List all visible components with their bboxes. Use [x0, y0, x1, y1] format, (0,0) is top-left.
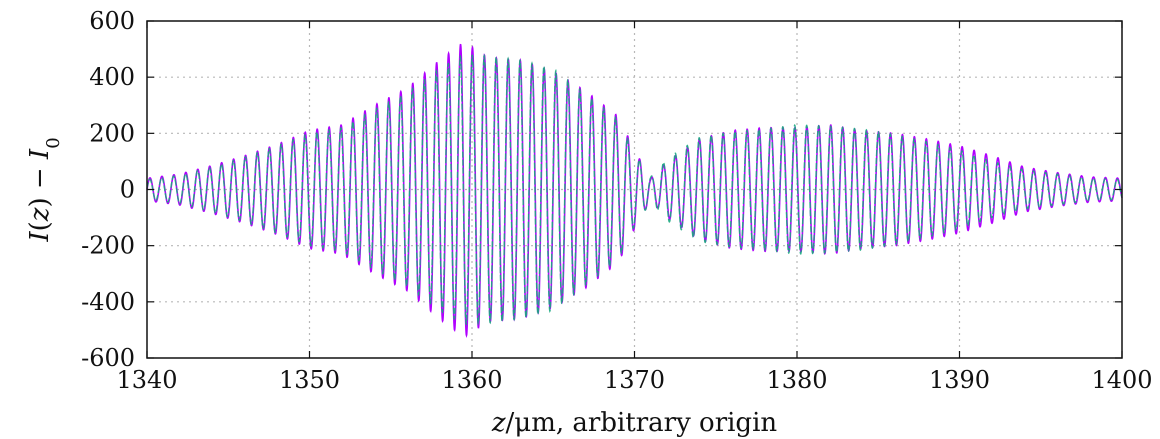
- y-tick-label: 0: [120, 176, 135, 204]
- x-tick-label: 1390: [929, 366, 990, 394]
- x-tick-label: 1380: [766, 366, 827, 394]
- y-title-i: I: [25, 231, 55, 243]
- series-line-2: [146, 53, 1123, 326]
- y-title-open: (: [25, 221, 55, 231]
- x-tick-label: 1370: [604, 366, 665, 394]
- y-tick-label: 200: [89, 119, 135, 147]
- x-axis-title-var: z: [491, 408, 506, 438]
- y-title-i0: I: [25, 148, 55, 160]
- y-tick-label: -400: [81, 288, 135, 316]
- x-tick-label: 1340: [116, 366, 177, 394]
- x-tick-label: 1360: [441, 366, 502, 394]
- y-tick-label: 600: [89, 7, 135, 35]
- x-tick-label: 1400: [1091, 366, 1152, 394]
- tick-layer: 1340 1350 1360 1370 1380 1390 1400 600 400 200 0 -2…: [81, 7, 1152, 394]
- series-layer: [146, 43, 1123, 338]
- y-title-sub: 0: [43, 137, 64, 148]
- y-title-minus: ) −: [25, 159, 55, 207]
- grid-layer: [147, 21, 1122, 358]
- x-axis-title-rest: /μm, arbitrary origin: [506, 408, 778, 438]
- x-tick-label: 1350: [279, 366, 340, 394]
- y-title-z: z: [25, 207, 55, 222]
- y-tick-label: -200: [81, 232, 135, 260]
- y-axis-title: I(z) − I0: [25, 137, 64, 242]
- plot-area: [146, 43, 1123, 338]
- x-axis-title: z/μm, arbitrary origin: [491, 408, 778, 438]
- y-tick-label: 400: [89, 63, 135, 91]
- y-tick-label: -600: [81, 344, 135, 372]
